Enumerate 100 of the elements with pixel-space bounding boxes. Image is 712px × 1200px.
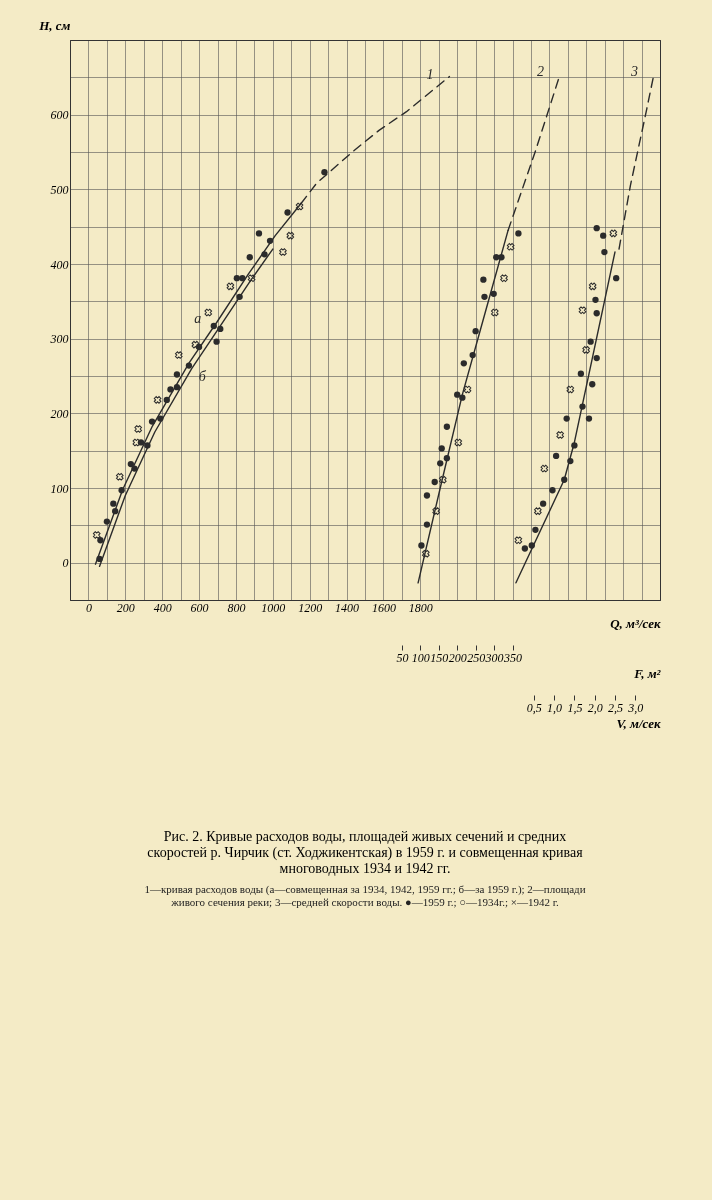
point [96, 555, 103, 563]
x2-tick-label: 50 [396, 650, 409, 665]
series-label: 1 [426, 66, 434, 82]
point [549, 487, 556, 494]
y-axis-title: H, см [38, 17, 71, 33]
point [173, 384, 181, 391]
point [279, 248, 287, 256]
point [587, 338, 594, 345]
x2-tick-label: 150 [430, 650, 449, 665]
point [588, 282, 597, 291]
point [566, 385, 575, 394]
point [539, 500, 547, 507]
point [236, 293, 243, 301]
x-tick-label: 2,5 [607, 700, 623, 715]
point [167, 386, 174, 393]
point [579, 403, 586, 410]
y-tick-label: 100 [50, 481, 69, 496]
series-label: б [198, 368, 207, 384]
point [556, 431, 564, 439]
point [97, 537, 104, 544]
text: Рис. 2. Кривые расходов воды, площадей живых сечений и средних скоростей р. Чирчик (ст. Ходжикентская) в 1959 г. и совмещенная кривая многоводных 1934 и 1942 гг. [147, 829, 584, 876]
point [115, 472, 124, 481]
series-label: а [194, 311, 202, 327]
point [613, 275, 620, 282]
point [185, 362, 193, 369]
point [589, 381, 596, 388]
point [204, 308, 213, 317]
point [239, 275, 246, 282]
point [132, 438, 141, 447]
point [118, 487, 125, 494]
x-tick-label: 200 [116, 600, 135, 615]
point [561, 476, 568, 483]
point [609, 229, 618, 238]
x2-tick-label: 100 [411, 650, 430, 665]
point [226, 282, 235, 291]
series-label: 2 [537, 64, 545, 80]
y-tick-label: 400 [50, 257, 69, 272]
point [173, 371, 181, 378]
x-tick-label: 1800 [408, 600, 433, 615]
point [255, 230, 263, 237]
point [577, 370, 585, 377]
x-axis-title: Q, м³/сек [610, 615, 661, 631]
x2-axis-title: F, м² [633, 665, 662, 681]
point [593, 225, 600, 232]
y-tick-label: 600 [50, 108, 69, 123]
y-tick-label: 200 [50, 406, 69, 421]
x-tick-label: 400 [153, 600, 172, 615]
x-tick-label: 1200 [298, 600, 323, 615]
point [593, 310, 600, 317]
point [585, 415, 593, 422]
x-tick-label: 0 [85, 600, 92, 615]
x-tick-label: 0,5 [526, 700, 542, 715]
point [532, 526, 539, 533]
point [286, 231, 295, 240]
x-tick-label: 1,0 [547, 700, 563, 715]
y-tick-label: 500 [50, 182, 69, 197]
point [540, 464, 549, 473]
point [528, 542, 535, 549]
point [261, 251, 268, 258]
x-axis-title: V, м/сек [616, 715, 661, 731]
point [134, 425, 143, 433]
text: 1—кривая расходов воды (а—совмещенная за 1934, 1942, 1959 гг.; б—за 1959 г.); 2—площади живого сечения реки; 3—средней скорости воды. ●—1959 г.; ○—1934г.; ×—1942 г. [144, 883, 586, 908]
point [295, 202, 304, 211]
point [210, 322, 217, 330]
x-tick-label: 800 [227, 600, 246, 615]
point [191, 340, 200, 349]
x-tick-label: 1,5 [567, 700, 583, 715]
point [103, 518, 111, 525]
point [284, 209, 291, 216]
point [112, 507, 119, 515]
point [92, 531, 101, 539]
point [163, 396, 170, 404]
point [157, 415, 164, 422]
y-tick-label: 300 [49, 332, 69, 347]
x2-tick-label: 200 [448, 650, 467, 665]
point [521, 545, 529, 552]
x-tick-label: 3,0 [627, 700, 644, 715]
point [571, 442, 578, 449]
x2-tick-label: 350 [503, 650, 522, 665]
point [233, 275, 241, 282]
point [552, 452, 560, 460]
point [582, 346, 590, 354]
point [110, 500, 117, 507]
point [131, 465, 138, 472]
point [246, 254, 253, 261]
point [567, 457, 574, 465]
x2-tick-label: 250 [467, 650, 486, 665]
x-tick-label: 600 [190, 600, 209, 615]
point [592, 296, 599, 303]
point [213, 338, 220, 345]
x-tick-label: 1000 [261, 600, 286, 615]
point [593, 354, 600, 362]
x-tick-label: 1600 [371, 600, 396, 615]
x2-tick-label: 300 [484, 650, 504, 665]
point [601, 248, 608, 256]
x-tick-label: 1400 [335, 600, 360, 615]
point [578, 306, 587, 315]
point [247, 274, 256, 283]
x-tick-label: 2,0 [587, 700, 603, 715]
point [321, 169, 328, 176]
